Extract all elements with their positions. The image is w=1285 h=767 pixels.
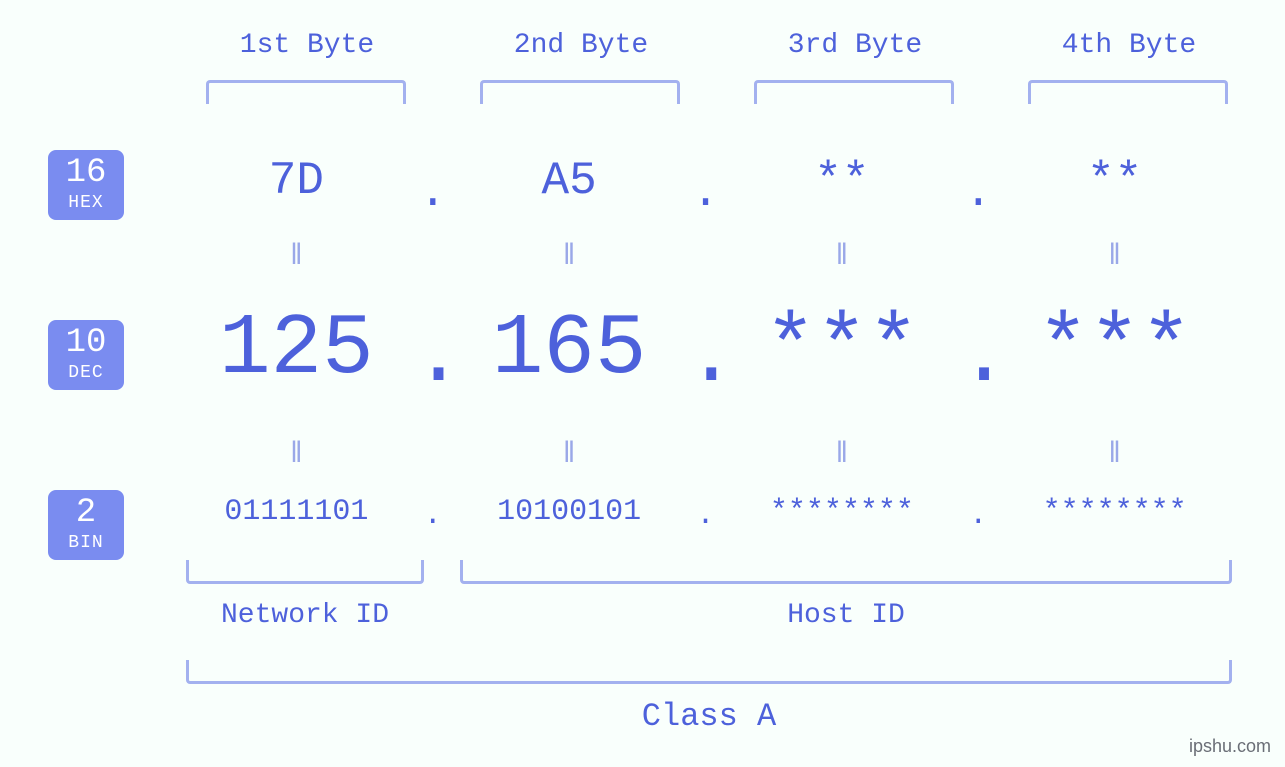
watermark: ipshu.com — [1189, 736, 1271, 757]
equals-icon: ǁ — [998, 438, 1231, 472]
base-badge-hex: 16 HEX — [48, 150, 124, 220]
dot: . — [686, 499, 726, 533]
bin-row: 01111101 . 10100101 . ******** . *******… — [180, 495, 1231, 529]
base-abbr: BIN — [48, 533, 124, 554]
dec-row: 125 . 165 . *** . *** — [180, 300, 1231, 398]
base-badge-bin: 2 BIN — [48, 490, 124, 560]
dot: . — [413, 499, 453, 533]
base-num: 2 — [48, 494, 124, 533]
byte-bracket-2 — [480, 80, 680, 104]
byte-header-1: 1st Byte — [182, 30, 432, 61]
host-id-label: Host ID — [460, 600, 1232, 631]
equals-icon: ǁ — [726, 438, 959, 472]
bin-byte-1: 01111101 — [180, 495, 413, 529]
byte-header-4: 4th Byte — [1004, 30, 1254, 61]
bin-byte-2: 10100101 — [453, 495, 686, 529]
dot: . — [413, 167, 453, 219]
network-id-bracket — [186, 560, 424, 584]
equals-icon: ǁ — [180, 438, 413, 472]
dec-byte-1: 125 — [180, 300, 413, 398]
dec-byte-3: *** — [726, 300, 959, 398]
byte-bracket-4 — [1028, 80, 1228, 104]
dot: . — [958, 308, 998, 406]
byte-header-2: 2nd Byte — [456, 30, 706, 61]
dot: . — [413, 308, 453, 406]
equals-icon: ǁ — [726, 240, 959, 274]
bin-byte-4: ******** — [998, 495, 1231, 529]
host-id-bracket — [460, 560, 1232, 584]
hex-row: 7D . A5 . ** . ** — [180, 155, 1231, 207]
class-bracket — [186, 660, 1232, 684]
hex-byte-4: ** — [998, 155, 1231, 207]
class-label: Class A — [186, 698, 1232, 735]
equals-icon: ǁ — [453, 240, 686, 274]
network-id-label: Network ID — [186, 600, 424, 631]
hex-byte-1: 7D — [180, 155, 413, 207]
equals-row-1: ǁ. ǁ. ǁ. ǁ — [180, 240, 1231, 274]
base-num: 10 — [48, 324, 124, 363]
dec-byte-2: 165 — [453, 300, 686, 398]
byte-header-3: 3rd Byte — [730, 30, 980, 61]
ip-bytes-diagram: 1st Byte 2nd Byte 3rd Byte 4th Byte 16 H… — [0, 0, 1285, 767]
dot: . — [958, 499, 998, 533]
hex-byte-2: A5 — [453, 155, 686, 207]
equals-row-2: ǁ. ǁ. ǁ. ǁ — [180, 438, 1231, 472]
base-num: 16 — [48, 154, 124, 193]
dot: . — [686, 167, 726, 219]
byte-bracket-3 — [754, 80, 954, 104]
equals-icon: ǁ — [180, 240, 413, 274]
equals-icon: ǁ — [998, 240, 1231, 274]
dec-byte-4: *** — [998, 300, 1231, 398]
base-badge-dec: 10 DEC — [48, 320, 124, 390]
hex-byte-3: ** — [726, 155, 959, 207]
base-abbr: HEX — [48, 193, 124, 214]
equals-icon: ǁ — [453, 438, 686, 472]
bin-byte-3: ******** — [726, 495, 959, 529]
base-abbr: DEC — [48, 363, 124, 384]
dot: . — [958, 167, 998, 219]
dot: . — [686, 308, 726, 406]
byte-bracket-1 — [206, 80, 406, 104]
